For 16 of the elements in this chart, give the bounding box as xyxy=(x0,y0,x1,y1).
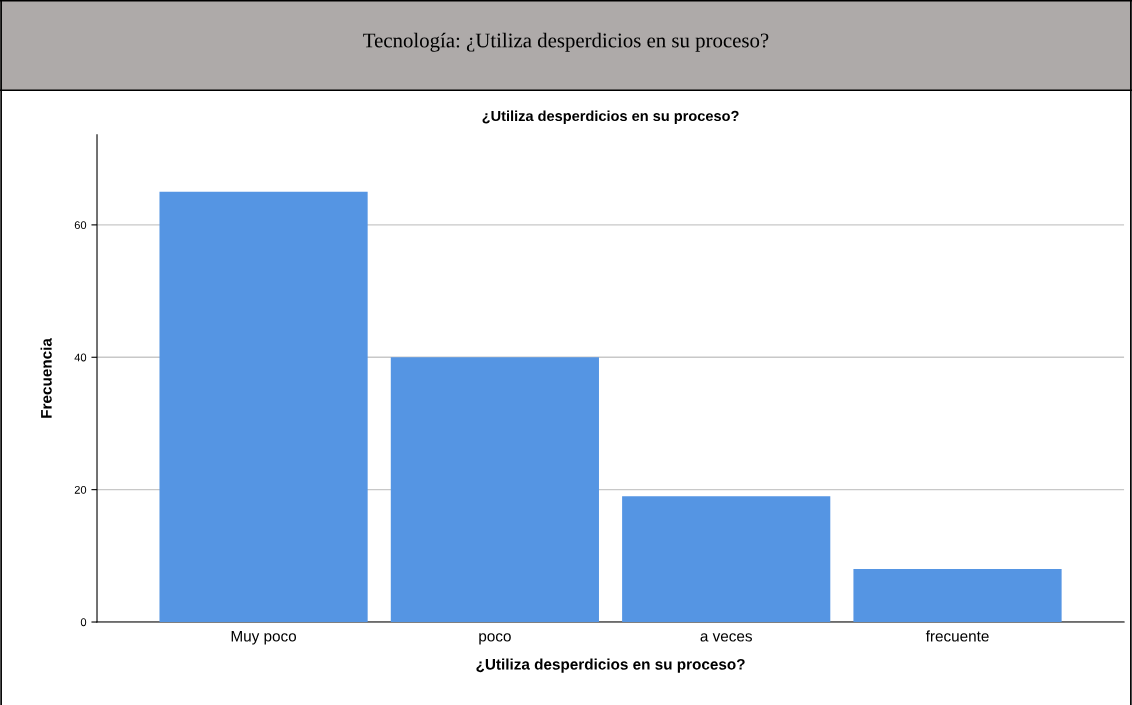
y-tick-label: 40 xyxy=(74,353,87,362)
x-axis-title: ¿Utiliza desperdicios en su proceso? xyxy=(476,658,745,673)
bar xyxy=(390,357,599,623)
bar xyxy=(159,191,368,623)
bar xyxy=(853,569,1062,623)
y-axis-title: Frecuencia xyxy=(40,338,52,418)
chart-subtitle: ¿Utiliza desperdicios en su proceso? xyxy=(482,110,739,124)
x-tick-label: a veces xyxy=(700,633,752,642)
x-tick-label: Muy poco xyxy=(231,630,297,645)
chart-title: Tecnología: ¿Utiliza desperdicios en su proceso? xyxy=(363,32,769,52)
y-tick-label: 0 xyxy=(80,618,87,627)
y-tick-label: 60 xyxy=(74,221,87,230)
x-tick-label: frecuente xyxy=(925,630,989,642)
y-tick-label: 20 xyxy=(74,485,87,494)
x-tick-label: poco xyxy=(479,633,511,645)
bar xyxy=(622,496,831,623)
